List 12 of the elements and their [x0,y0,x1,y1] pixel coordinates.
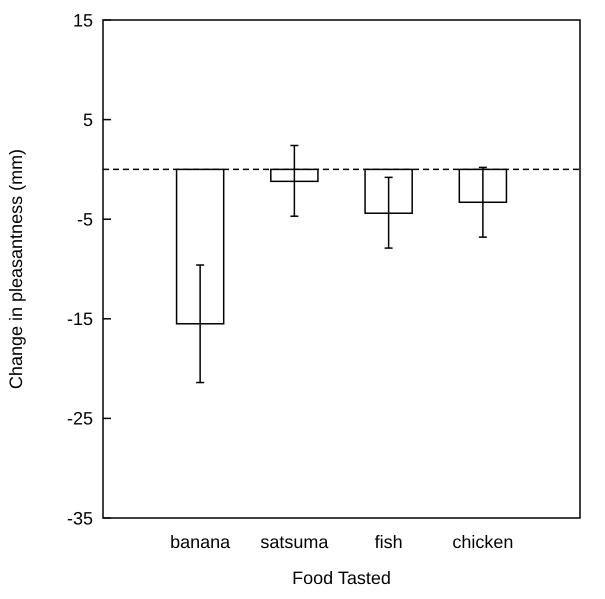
y-tick-label: -5 [76,210,93,230]
x-tick-label: satsuma [260,532,330,552]
y-tick-label: 5 [82,110,93,130]
x-tick-label: fish [374,532,403,552]
y-tick-label: -15 [66,309,93,330]
x-tick-label: chicken [452,532,514,552]
y-axis-title: Change in pleasantness (mm) [6,148,26,390]
y-tick-label: -25 [66,408,93,429]
y-tick-label: -35 [66,508,93,528]
y-tick-label: 15 [72,10,93,30]
x-axis-title: Food Tasted [292,568,391,588]
x-tick-label: banana [170,532,232,552]
